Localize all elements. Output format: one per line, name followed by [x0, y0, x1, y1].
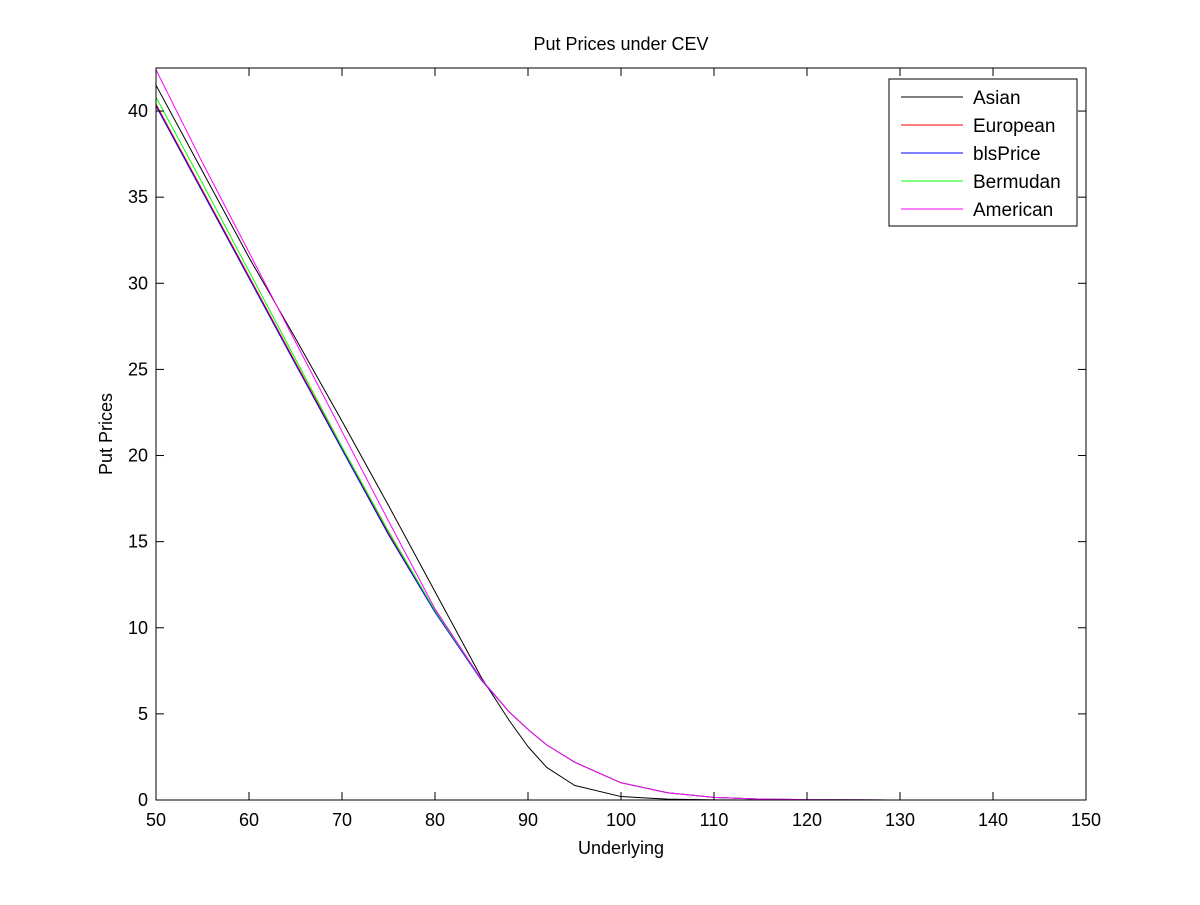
- y-tick-label: 30: [128, 273, 148, 293]
- x-tick-label: 130: [885, 810, 915, 830]
- legend-label: European: [973, 116, 1055, 137]
- chart-title: Put Prices under CEV: [533, 34, 708, 54]
- x-tick-label: 70: [332, 810, 352, 830]
- legend-label: Bermudan: [973, 172, 1061, 193]
- series-line-asian: [156, 84, 1086, 800]
- x-tick-label: 120: [792, 810, 822, 830]
- x-axis-label: Underlying: [578, 838, 664, 858]
- y-axis-ticks: 0 5 10 15 20 25 30 35 40: [128, 101, 1086, 810]
- x-axis-ticks: 50 60 70 80 90 100 110 120 130 140 150: [146, 68, 1101, 830]
- x-tick-label: 60: [239, 810, 259, 830]
- x-tick-label: 110: [700, 810, 729, 830]
- y-tick-label: 25: [128, 359, 148, 379]
- legend-label: blsPrice: [973, 144, 1041, 165]
- x-tick-label: 50: [146, 810, 166, 830]
- y-tick-label: 10: [128, 618, 148, 638]
- legend-label: American: [973, 200, 1053, 221]
- legend-label: Asian: [973, 88, 1021, 109]
- y-tick-label: 0: [138, 790, 148, 810]
- x-tick-label: 140: [978, 810, 1008, 830]
- y-tick-label: 20: [128, 446, 148, 466]
- x-tick-label: 80: [425, 810, 445, 830]
- y-tick-label: 15: [128, 532, 148, 552]
- x-tick-label: 90: [518, 810, 538, 830]
- legend: Asian European blsPrice Bermudan American: [888, 78, 1078, 227]
- x-tick-label: 100: [606, 810, 636, 830]
- y-tick-label: 5: [138, 704, 148, 724]
- y-tick-label: 40: [128, 101, 148, 121]
- x-tick-label: 150: [1071, 810, 1101, 830]
- y-axis-label: Put Prices: [96, 393, 116, 475]
- y-tick-label: 35: [128, 187, 148, 207]
